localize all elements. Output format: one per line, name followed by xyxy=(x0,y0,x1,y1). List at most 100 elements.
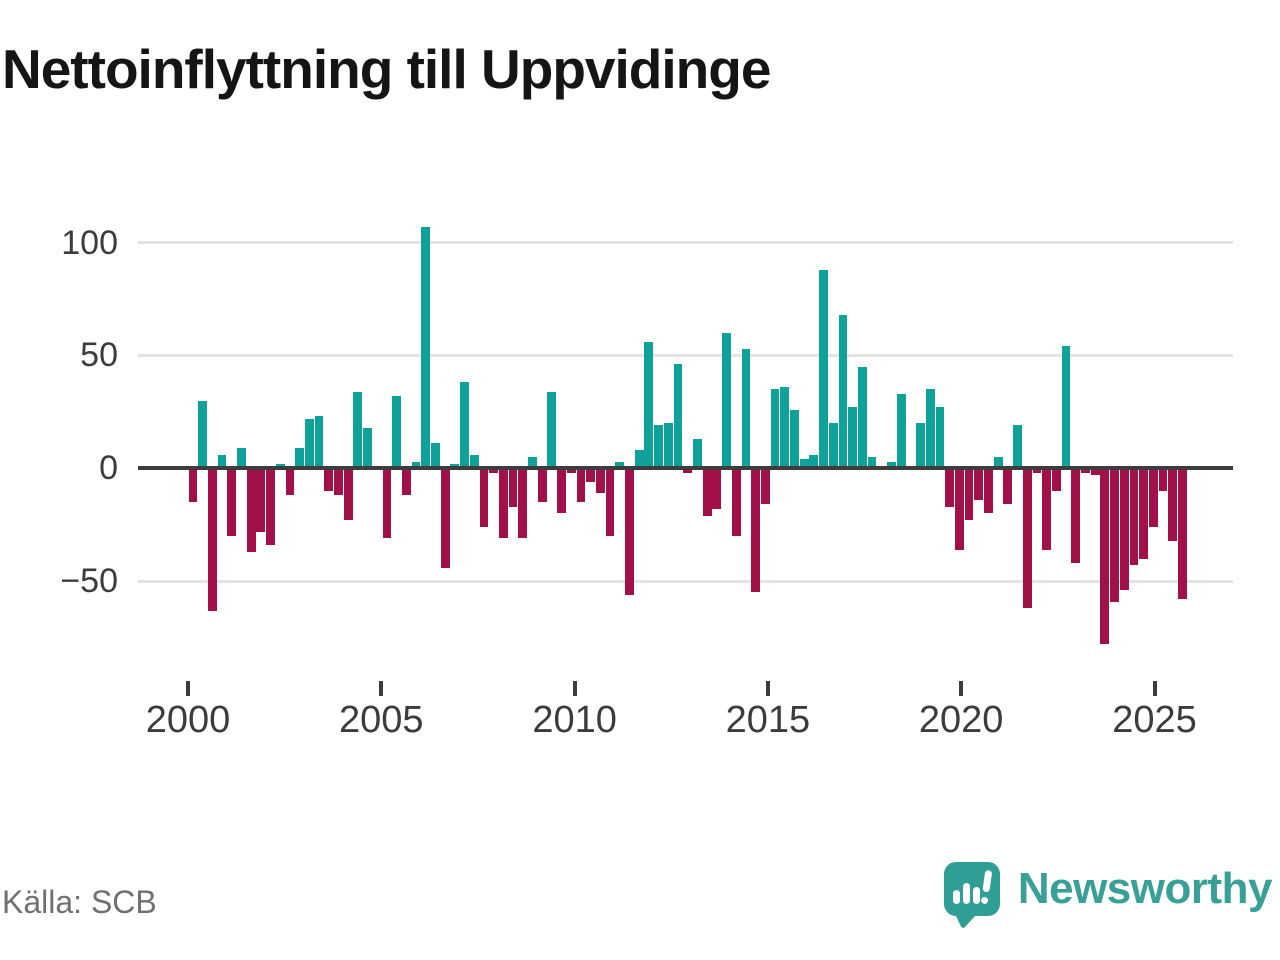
bar-positive xyxy=(363,427,372,469)
bar-positive xyxy=(867,457,877,469)
bar-negative xyxy=(1071,468,1081,564)
bar-positive xyxy=(935,407,945,469)
bar-negative xyxy=(702,468,712,516)
bar-negative xyxy=(964,468,974,521)
bar-negative xyxy=(207,468,217,611)
bar-positive xyxy=(304,418,314,469)
bar-negative xyxy=(1081,468,1090,473)
bar-negative xyxy=(586,468,596,482)
bar-positive xyxy=(431,443,440,469)
bar-positive xyxy=(799,459,809,469)
brand-name: Newsworthy xyxy=(1017,864,1273,913)
source-label: Källa: SCB xyxy=(2,884,157,920)
x-tick-label: 2010 xyxy=(532,699,617,741)
bar-negative xyxy=(489,468,499,473)
bar-negative xyxy=(1042,468,1052,550)
bar-negative xyxy=(537,468,547,503)
bar-positive xyxy=(896,393,906,469)
bar-positive xyxy=(993,457,1003,469)
bar-positive xyxy=(790,409,799,469)
bar-negative xyxy=(1129,468,1139,566)
bar-negative xyxy=(518,468,528,539)
bar-positive xyxy=(450,463,460,469)
gridline xyxy=(138,353,1233,357)
bar-negative xyxy=(1119,468,1129,591)
bar-negative xyxy=(401,468,411,496)
x-axis-zero-line xyxy=(138,466,1233,471)
x-tick xyxy=(379,681,384,696)
bar-positive xyxy=(314,416,324,469)
bar-positive xyxy=(528,457,537,469)
y-tick-label: −50 xyxy=(60,562,118,601)
bar-positive xyxy=(693,438,702,469)
bar-positive xyxy=(848,407,858,469)
bar-negative xyxy=(498,468,508,539)
bar-positive xyxy=(615,461,625,469)
bar-negative xyxy=(1139,468,1149,559)
bar-negative xyxy=(1148,468,1158,527)
bar-negative xyxy=(712,468,722,509)
bar-negative xyxy=(605,468,615,537)
bar-negative xyxy=(595,468,605,494)
bar-positive xyxy=(353,391,363,469)
bar-negative xyxy=(1158,468,1168,491)
bar-positive xyxy=(1013,425,1022,469)
bar-negative xyxy=(974,468,984,500)
x-tick-label: 2000 xyxy=(145,699,231,741)
bar-positive xyxy=(741,348,751,469)
bar-negative xyxy=(227,468,237,537)
x-tick xyxy=(1152,681,1157,696)
bar-negative xyxy=(440,468,450,568)
bar-positive xyxy=(644,341,654,469)
bar-negative xyxy=(285,468,295,496)
x-tick xyxy=(186,681,190,696)
bar-negative xyxy=(1090,468,1100,476)
bar-positive xyxy=(460,382,469,469)
brand-logo: Newsworthy xyxy=(943,862,1273,928)
bar-positive xyxy=(673,364,683,469)
bar-negative xyxy=(256,468,266,532)
bar-negative xyxy=(576,468,586,503)
bar-positive xyxy=(411,461,421,469)
x-tick xyxy=(959,681,964,696)
bar-positive xyxy=(217,454,227,469)
bar-positive xyxy=(916,423,925,469)
newsworthy-logo-icon xyxy=(943,862,1000,928)
bar-negative xyxy=(382,468,392,539)
x-tick-label: 2020 xyxy=(918,699,1004,741)
x-tick-label: 2015 xyxy=(725,699,811,741)
bar-negative xyxy=(954,468,964,550)
bar-positive xyxy=(295,447,305,469)
bar-positive xyxy=(722,332,731,469)
bar-positive xyxy=(857,366,867,469)
bar-negative xyxy=(760,468,770,505)
bar-negative xyxy=(246,468,256,552)
bar-positive xyxy=(634,450,644,469)
bar-positive xyxy=(1061,346,1071,469)
chart-title: Nettoinflyttning till Uppvidinge xyxy=(2,38,771,100)
bar-positive xyxy=(237,447,246,469)
bar-negative xyxy=(479,468,489,527)
bar-negative xyxy=(566,468,576,473)
bar-positive xyxy=(275,463,285,469)
x-tick xyxy=(572,681,577,696)
bar-negative xyxy=(1022,468,1032,609)
bar-negative xyxy=(557,468,566,514)
x-tick-label: 2005 xyxy=(339,699,424,741)
bar-negative xyxy=(188,468,198,503)
bar-negative xyxy=(1110,468,1119,602)
bar-negative xyxy=(1003,468,1013,505)
bar-positive xyxy=(392,396,402,469)
bar-negative xyxy=(334,468,343,496)
bar-positive xyxy=(838,314,848,469)
bar-negative xyxy=(731,468,741,537)
bar-positive xyxy=(780,387,790,469)
bar-positive xyxy=(819,269,828,469)
bar-negative xyxy=(266,468,275,546)
bar-positive xyxy=(809,454,819,469)
bar-positive xyxy=(828,423,838,469)
bar-negative xyxy=(1100,468,1110,645)
bar-positive xyxy=(547,391,557,469)
bar-negative xyxy=(625,468,634,595)
